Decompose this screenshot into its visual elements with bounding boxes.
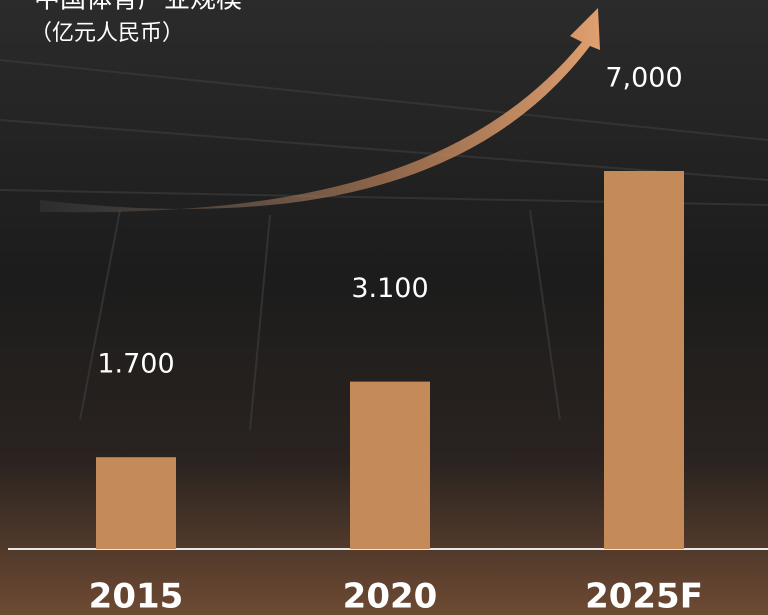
x-tick-label: 2015 bbox=[89, 577, 184, 615]
value-label: 7,000 bbox=[605, 63, 682, 94]
bar bbox=[96, 457, 176, 549]
x-tick-label: 2025F bbox=[585, 577, 703, 615]
value-label: 3.100 bbox=[351, 273, 428, 304]
chart-title: 中国体育产业规模 bbox=[34, 0, 242, 15]
x-tick-label: 2020 bbox=[343, 577, 438, 615]
value-label: 1.700 bbox=[97, 349, 174, 380]
bar bbox=[350, 381, 430, 549]
chart-subtitle: （亿元人民币） bbox=[30, 21, 184, 46]
bar bbox=[604, 171, 684, 549]
